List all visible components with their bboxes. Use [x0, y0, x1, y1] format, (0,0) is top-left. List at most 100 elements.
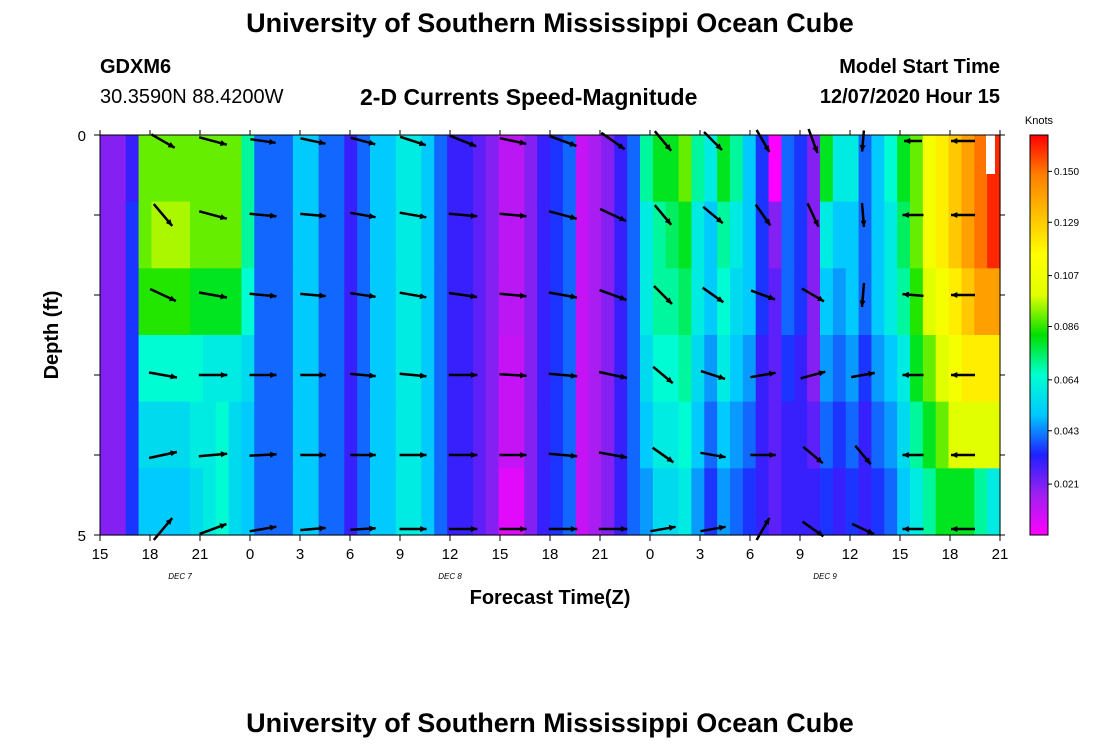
heatmap-cell: [832, 335, 847, 403]
heatmap-cell: [588, 268, 603, 336]
current-arrow: [600, 131, 626, 151]
heatmap-cell: [202, 468, 217, 536]
colorbar-tick-label: 0.064: [1054, 375, 1079, 386]
current-arrow: [801, 287, 825, 303]
heatmap-cell: [858, 335, 873, 403]
heatmap-cell: [164, 468, 178, 536]
heatmap-cell: [717, 268, 731, 336]
heatmap-cell: [961, 201, 975, 269]
heatmap-cell: [511, 201, 525, 269]
current-arrow: [700, 451, 726, 460]
heatmap-cell: [485, 335, 500, 403]
heatmap-cell: [730, 401, 744, 469]
heatmap-cell: [678, 135, 693, 203]
heatmap-cell: [652, 401, 667, 469]
heatmap-cell: [280, 335, 294, 403]
heatmap-cell: [922, 268, 937, 336]
heatmap-cell: [460, 335, 474, 403]
x-tick-label: 3: [696, 546, 704, 563]
model-start-label: Model Start Time: [839, 56, 1000, 78]
heatmap-cell: [845, 468, 860, 536]
heatmap-cell: [640, 135, 654, 203]
heatmap-cell: [292, 401, 307, 469]
current-arrow: [951, 372, 975, 378]
current-arrow: [300, 372, 326, 378]
current-arrow: [904, 138, 922, 144]
current-arrow: [249, 292, 277, 299]
current-arrow: [300, 452, 326, 458]
heatmap-cell: [601, 268, 615, 336]
heatmap-cell: [807, 201, 821, 269]
current-arrow: [806, 202, 820, 228]
current-arrow: [548, 372, 578, 379]
heatmap-cell: [820, 201, 834, 269]
current-arrow: [902, 291, 924, 298]
heatmap-cell: [357, 335, 371, 403]
heatmap-cell: [755, 268, 770, 336]
heatmap-cell: [485, 201, 500, 269]
heatmap-cell: [408, 401, 423, 469]
current-arrow: [755, 129, 771, 153]
colorbar-scale: [1029, 134, 1049, 536]
heatmap-cell: [871, 268, 885, 336]
station-coords: 30.3590N 88.4200W: [100, 86, 284, 108]
x-tick-label: 12: [842, 546, 859, 563]
heatmap-cell: [357, 201, 371, 269]
heatmap-cell: [897, 268, 911, 336]
heatmap-cell: [575, 401, 590, 469]
x-tick-label: 18: [942, 546, 959, 563]
heatmap-cell: [575, 201, 590, 269]
heatmap-cell: [845, 201, 860, 269]
heatmap-cell: [910, 401, 924, 469]
current-arrow: [300, 212, 326, 219]
heatmap-cell: [112, 201, 127, 269]
current-arrow: [198, 136, 228, 146]
current-arrow: [599, 207, 627, 223]
current-arrow: [754, 203, 772, 227]
heatmap-cell: [832, 401, 847, 469]
heatmap-cell: [138, 135, 153, 203]
heatmap-cell: [935, 401, 950, 469]
heatmap-cell: [640, 201, 654, 269]
current-arrow: [152, 517, 174, 541]
heatmap-cell: [871, 401, 885, 469]
heatmap-cell: [935, 268, 950, 336]
current-arrow: [448, 526, 478, 532]
current-arrow: [951, 526, 975, 532]
heatmap-cell: [460, 201, 474, 269]
heatmap-cell: [935, 201, 950, 269]
heatmap-cell: [241, 201, 255, 269]
current-arrow: [750, 289, 776, 301]
current-arrow: [399, 372, 427, 379]
heatmap-cell: [961, 268, 975, 336]
colorbar-tick-label: 0.086: [1054, 322, 1079, 333]
current-arrow: [499, 452, 527, 458]
heatmap-cell: [472, 335, 487, 403]
heatmap-cell: [550, 268, 564, 336]
heatmap-cell: [858, 201, 873, 269]
heatmap-cell: [832, 135, 847, 203]
heatmap-cell: [177, 335, 191, 403]
heatmap-cell: [382, 468, 397, 536]
heatmap-cell: [897, 135, 911, 203]
x-tick-label: 6: [746, 546, 754, 563]
heatmap-cell: [742, 401, 757, 469]
heatmap-cell: [922, 468, 937, 536]
heatmap-cell: [408, 468, 423, 536]
heatmap-cell: [961, 401, 975, 469]
heatmap-cell: [974, 468, 988, 536]
current-arrow: [399, 291, 427, 300]
heatmap-cell: [190, 335, 204, 403]
heatmap-cell: [550, 401, 564, 469]
heatmap-cell: [794, 401, 808, 469]
heatmap-cell: [562, 135, 577, 203]
colorbar-tick-label: 0.107: [1054, 271, 1079, 282]
heatmap-cell: [190, 135, 204, 203]
heatmap-cell: [447, 468, 461, 536]
heatmap-cell: [755, 335, 770, 403]
heatmap-cell: [370, 201, 384, 269]
heatmap-cell: [691, 401, 705, 469]
heatmap-cell: [485, 135, 500, 203]
heatmap-cell: [228, 401, 243, 469]
heatmap-cell: [434, 401, 448, 469]
